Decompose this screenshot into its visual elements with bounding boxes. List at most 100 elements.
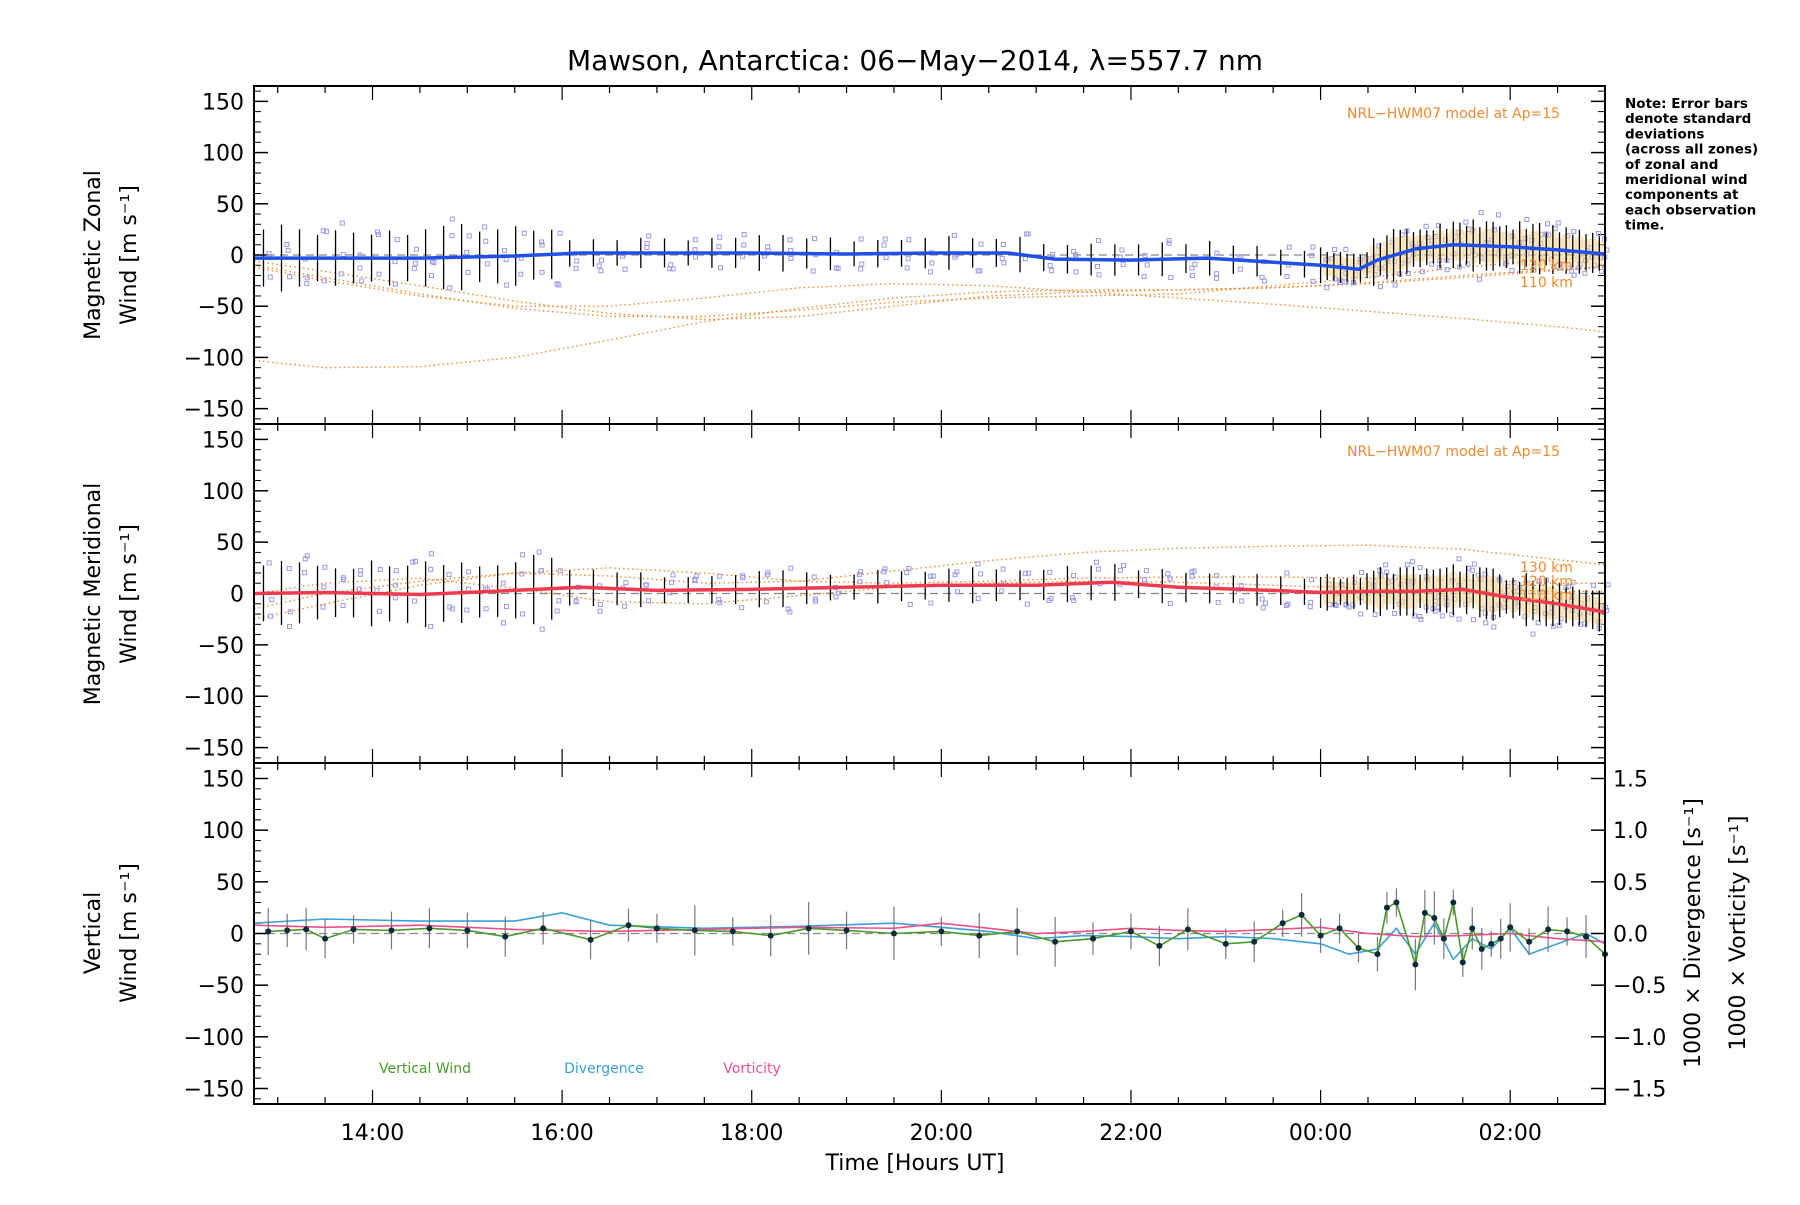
zone-point <box>392 259 398 265</box>
zone-point <box>1284 273 1290 279</box>
vertical-wind-point <box>1090 935 1097 942</box>
y-tick-label: 50 <box>216 193 244 218</box>
zone-point <box>881 569 887 575</box>
vertical-wind-point <box>322 935 329 942</box>
zone-point <box>320 228 326 234</box>
zone-point <box>357 571 363 577</box>
vertical-wind-point <box>1478 946 1485 952</box>
zone-point <box>835 590 841 596</box>
vertical-wind-point <box>767 932 774 939</box>
zone-point <box>285 247 291 253</box>
zone-point <box>716 244 722 250</box>
zone-point <box>539 269 545 275</box>
vertical-wind-point <box>1355 944 1362 951</box>
zone-point <box>977 268 983 274</box>
vertical-wind-point <box>653 925 660 932</box>
y-tick-label: 100 <box>202 480 244 505</box>
zone-point <box>538 239 544 245</box>
x-tick-label: 22:00 <box>1099 1121 1162 1146</box>
zone-point <box>999 588 1005 594</box>
note-line: each observation <box>1625 202 1756 218</box>
zone-point <box>286 565 292 571</box>
vertical-ylabel-line1: Vertical <box>81 892 106 974</box>
vertical-wind-point <box>540 925 547 932</box>
vertical-wind-point <box>1497 935 1504 942</box>
vertical-wind-point <box>1156 942 1163 949</box>
zone-point <box>1142 252 1148 258</box>
zone-point <box>1071 249 1077 255</box>
zone-point <box>739 605 745 611</box>
zone-point <box>1285 601 1291 607</box>
model-curve <box>253 256 1606 318</box>
zone-point <box>1024 601 1030 607</box>
zone-point <box>623 580 629 586</box>
zone-point <box>644 241 650 247</box>
meridional-ylabel-line1: Magnetic Meridional <box>81 483 106 705</box>
zone-point <box>811 574 817 580</box>
zone-point <box>644 244 650 250</box>
zone-point <box>1552 226 1558 232</box>
zone-point <box>1191 568 1197 574</box>
zone-point <box>321 278 327 284</box>
zone-point <box>484 261 490 267</box>
zone-point <box>1478 210 1484 216</box>
zone-point <box>1308 599 1314 605</box>
zone-point <box>447 604 453 610</box>
zone-point <box>323 229 329 235</box>
y-tick-label: 0 <box>230 583 244 608</box>
zone-point <box>304 275 310 281</box>
zone-point <box>267 274 273 280</box>
zone-point <box>1524 217 1530 223</box>
zone-point <box>1286 244 1292 250</box>
zone-point <box>812 596 818 602</box>
legend-0: Vertical Wind <box>379 1061 471 1077</box>
zone-point <box>466 233 472 239</box>
zone-point <box>1069 595 1075 601</box>
zone-point <box>340 575 346 581</box>
zone-point <box>646 233 652 239</box>
zone-point <box>1410 559 1416 565</box>
zone-point <box>670 572 676 578</box>
vertical-wind-point <box>1251 938 1258 945</box>
zone-point <box>741 232 747 238</box>
zone-point <box>1094 263 1100 269</box>
zone-point <box>393 582 399 588</box>
x-tick-label: 16:00 <box>530 1121 593 1146</box>
zone-point <box>1483 620 1489 626</box>
zone-point <box>1050 252 1056 258</box>
note-line: deviations <box>1625 126 1704 142</box>
zone-point <box>1456 616 1462 622</box>
legend-1: Divergence <box>564 1061 644 1077</box>
zone-point <box>1189 272 1195 278</box>
zone-point <box>1000 566 1006 572</box>
zone-point <box>1582 270 1588 276</box>
zone-point <box>554 608 560 614</box>
zone-point <box>1343 279 1349 285</box>
zone-point <box>321 584 327 590</box>
zone-point <box>1167 576 1173 582</box>
vertical-wind-point <box>1279 920 1286 927</box>
zone-point <box>1591 583 1597 589</box>
panel-meridional-wind: 150 100 50 0 −50 −100 −150 NRL−HWM07 model at A… <box>184 423 1611 764</box>
zone-point <box>539 242 545 248</box>
zone-point <box>1120 261 1126 267</box>
zone-point <box>785 606 791 612</box>
meridional-ylabel-line2: Wind [m s⁻¹] <box>117 524 142 664</box>
zone-point <box>521 230 527 236</box>
zone-point <box>1471 617 1477 623</box>
zone-point <box>857 579 863 585</box>
zone-point <box>339 220 345 226</box>
zone-point <box>1166 238 1172 244</box>
zone-point <box>392 281 398 287</box>
zone-point <box>465 269 471 275</box>
model-altitude-label: 120 km <box>1520 574 1573 590</box>
vertical-wind-point <box>1526 938 1533 945</box>
zone-point <box>449 233 455 239</box>
y-tick-label: −150 <box>184 1078 244 1103</box>
zone-point <box>1165 571 1171 577</box>
zone-point <box>1358 611 1364 617</box>
legend-2: Vorticity <box>723 1061 781 1077</box>
zone-point <box>449 216 455 222</box>
vertical-wind-point <box>350 926 357 933</box>
